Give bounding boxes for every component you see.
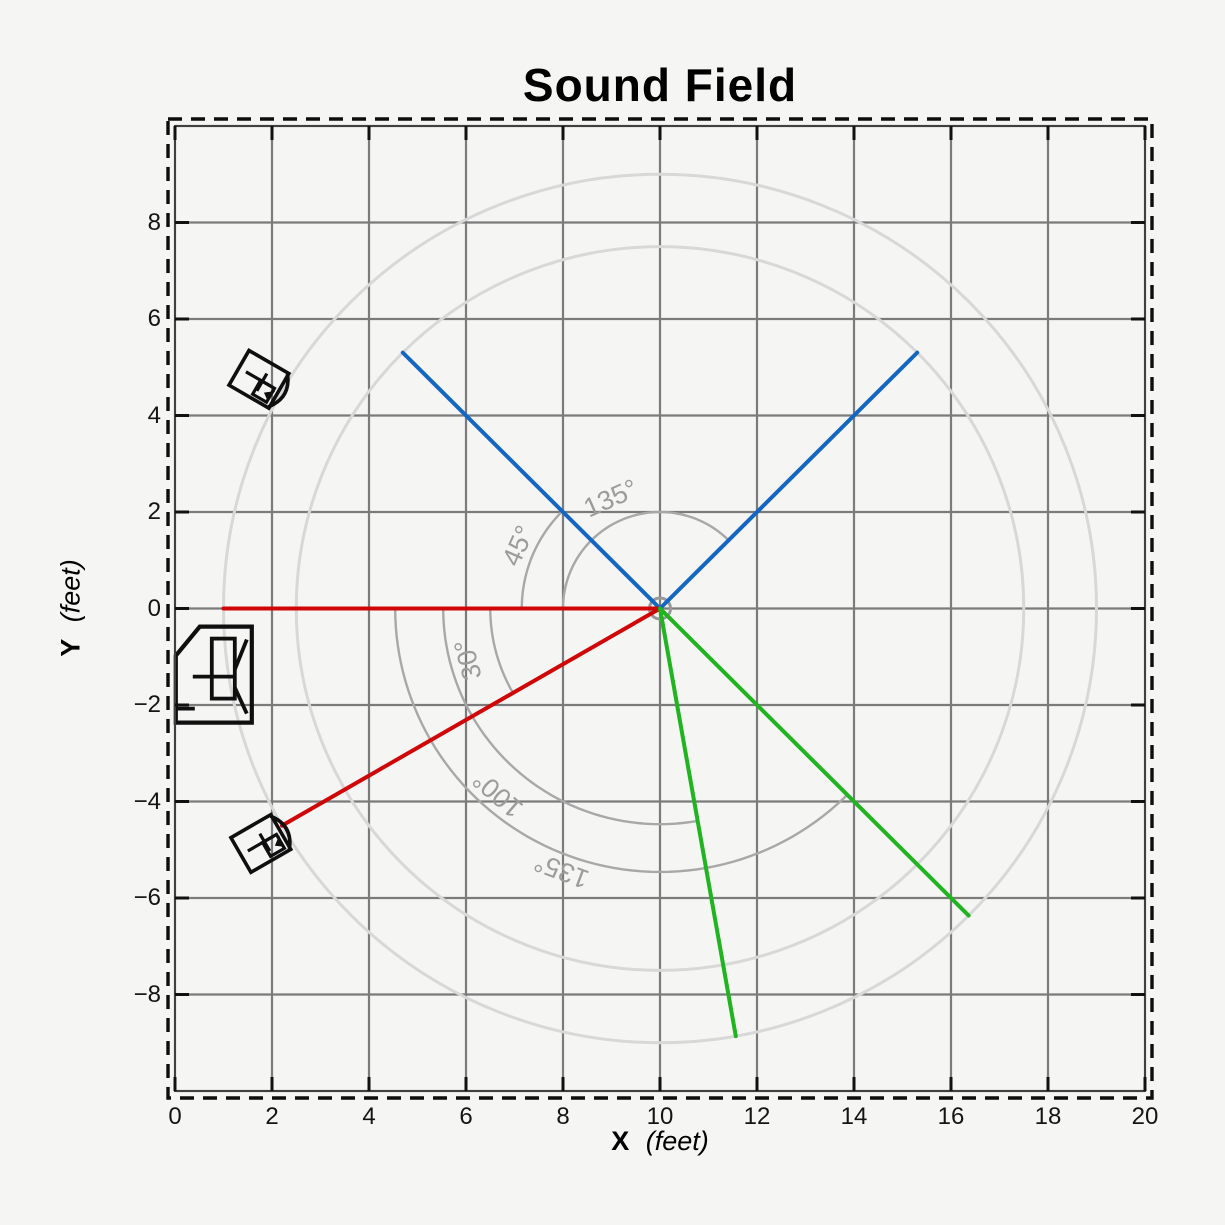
angle-arc [561,510,730,609]
subwoofer-cone [233,638,249,715]
speaker-ray [658,606,971,918]
x-tick-label: 10 [646,1103,674,1130]
y-tick-label: −4 [133,787,161,815]
speaker-dispersion-arc [269,814,292,850]
satellite-speaker-icon [228,812,294,875]
subwoofer-icon [173,624,254,725]
y-tick-label: 0 [147,594,161,622]
x-tick-label: 18 [1034,1103,1062,1130]
angle-arc [393,608,849,874]
y-tick-label: −6 [133,884,161,911]
speaker-box [228,812,294,875]
y-axis-label: Y (feet) [56,559,87,657]
x-axis-label: X (feet) [175,1126,1145,1157]
speaker-ray [658,350,920,611]
y-tick-label: 6 [147,305,161,332]
y-tick-label: −2 [133,691,161,718]
x-tick-label: 6 [459,1103,473,1130]
y-tick-label: −8 [133,980,161,1008]
x-axis-label-unit: (feet) [645,1126,709,1156]
speaker-dispersion-arc [267,373,290,409]
room-border-dashed [166,117,1154,1100]
x-tick-label: 4 [362,1103,376,1130]
y-tick-label: 8 [147,208,161,236]
x-axis-label-symbol: X [611,1126,630,1156]
x-tick-label: 12 [743,1103,771,1130]
speaker-ray [279,606,662,828]
angle-label: 45° [496,521,540,571]
satellite-speaker-icon [226,348,292,411]
speaker-aim-arrow [263,391,276,401]
speaker-ray [658,606,738,1039]
subwoofer-cabinet [173,624,254,725]
y-axis-label-symbol: Y [55,638,86,657]
speaker-box [226,348,292,411]
angle-arc [520,510,564,609]
speaker-ray [400,350,662,611]
y-axis-label-unit: (feet) [55,559,86,623]
angle-arc [489,608,515,694]
x-tick-label: 14 [840,1103,868,1130]
x-tick-label: 2 [265,1103,279,1130]
y-tick-label: 4 [147,401,161,429]
chart-title: Sound Field [522,59,798,111]
y-tick-label: 2 [147,498,161,525]
x-tick-label: 20 [1131,1103,1159,1130]
x-tick-label: 8 [556,1103,570,1130]
speaker-aim-arrow [274,835,284,847]
x-tick-label: 16 [937,1103,965,1130]
angle-arc [442,608,698,826]
x-tick-label: 0 [168,1103,182,1130]
